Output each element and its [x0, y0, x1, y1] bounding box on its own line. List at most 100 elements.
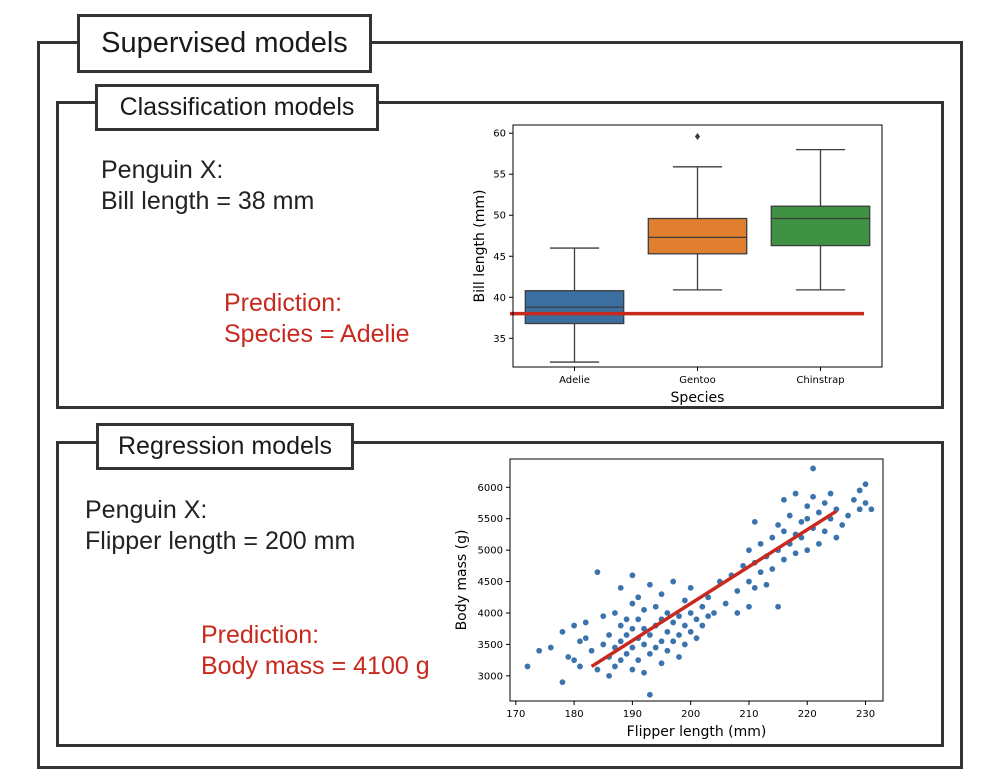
data-point [693, 634, 701, 642]
data-point [646, 691, 654, 699]
data-point [815, 540, 823, 548]
data-point [605, 672, 613, 680]
y-tick-label: 55 [493, 170, 506, 181]
regression-prediction-line1: Prediction: [201, 621, 320, 649]
data-point [588, 647, 596, 655]
data-point [564, 653, 572, 661]
data-point [774, 603, 782, 611]
data-point [570, 622, 578, 630]
data-point [856, 505, 864, 513]
data-point [658, 659, 666, 667]
data-point [611, 609, 619, 617]
bill-length-boxplot: 35 40 45 50 55 60 Adelie Gentoo Chinstrap Species… [460, 118, 900, 408]
data-point [658, 637, 666, 645]
classification-title: Classification models [95, 84, 379, 131]
data-point [844, 512, 852, 520]
data-point [687, 628, 695, 636]
regression-input-line2: Flipper length = 200 mm [85, 526, 356, 555]
data-point [809, 464, 817, 472]
data-point [698, 603, 706, 611]
regression-panel [56, 441, 944, 747]
data-point [710, 609, 718, 617]
data-point [675, 653, 683, 661]
data-point [669, 637, 677, 645]
data-point [628, 571, 636, 579]
data-point [646, 650, 654, 658]
data-point [687, 584, 695, 592]
data-point [663, 628, 671, 636]
data-point [803, 546, 811, 554]
data-point [558, 628, 566, 636]
data-point [623, 650, 631, 658]
data-point [652, 603, 660, 611]
data-point [850, 496, 858, 504]
data-point [803, 502, 811, 510]
data-point [617, 622, 625, 630]
x-tick-label: 190 [623, 709, 642, 720]
data-point [821, 527, 829, 535]
boxplot-svg: 35 40 45 50 55 60 Adelie Gentoo Chinstrap Species… [472, 124, 883, 406]
data-point [611, 662, 619, 670]
data-point [745, 603, 753, 611]
data-point [832, 534, 840, 542]
data-point [698, 622, 706, 630]
y-tick-label: 45 [493, 252, 506, 263]
data-point [768, 534, 776, 542]
data-point [704, 612, 712, 620]
regression-prediction: Prediction: Body mass = 4100 g [201, 620, 430, 683]
data-point [797, 518, 805, 526]
data-point [558, 678, 566, 686]
supervised-models-title: Supervised models [77, 14, 372, 73]
data-point [605, 631, 613, 639]
data-point [599, 612, 607, 620]
data-point [838, 521, 846, 529]
box-gentoo [647, 217, 748, 255]
data-point [640, 606, 648, 614]
y-axis-label: Bill length (mm) [472, 190, 488, 303]
data-point [757, 540, 765, 548]
data-point [780, 556, 788, 564]
data-point [535, 647, 543, 655]
data-point [646, 631, 654, 639]
data-point [751, 518, 759, 526]
data-point [669, 618, 677, 626]
data-point [617, 656, 625, 664]
box-chinstrap [770, 205, 871, 247]
supervised-models-frame [37, 41, 963, 769]
data-point [722, 600, 730, 608]
y-tick-label: 5500 [478, 514, 503, 525]
regression-input-line1: Penguin X: [85, 496, 208, 524]
data-point [751, 584, 759, 592]
data-point [733, 609, 741, 617]
data-point [745, 578, 753, 586]
data-point [809, 493, 817, 501]
data-point [821, 499, 829, 507]
y-tick-label: 40 [493, 293, 506, 304]
data-point [745, 546, 753, 554]
regression-title: Regression models [96, 423, 354, 470]
y-tick-label: 3500 [478, 640, 503, 651]
y-tick-label: 4500 [478, 577, 503, 588]
data-point [862, 499, 870, 507]
y-tick-label: 60 [493, 129, 506, 140]
x-tick-label: 220 [798, 709, 817, 720]
data-point [634, 656, 642, 664]
x-tick-label: 170 [506, 709, 525, 720]
y-tick-label: 3000 [478, 671, 503, 682]
data-point [663, 609, 671, 617]
data-point [652, 644, 660, 652]
x-tick-label: 200 [681, 709, 700, 720]
data-point [681, 640, 689, 648]
data-point [792, 490, 800, 498]
data-point [523, 662, 531, 670]
data-point [628, 666, 636, 674]
data-point [634, 593, 642, 601]
outlier-point [694, 132, 701, 140]
data-point [640, 669, 648, 677]
x-tick-label: Gentoo [679, 375, 715, 386]
y-tick-label: 5000 [478, 546, 503, 557]
classification-input: Penguin X: Bill length = 38 mm [101, 155, 314, 216]
data-point [582, 618, 590, 626]
data-point [815, 508, 823, 516]
data-point [780, 496, 788, 504]
